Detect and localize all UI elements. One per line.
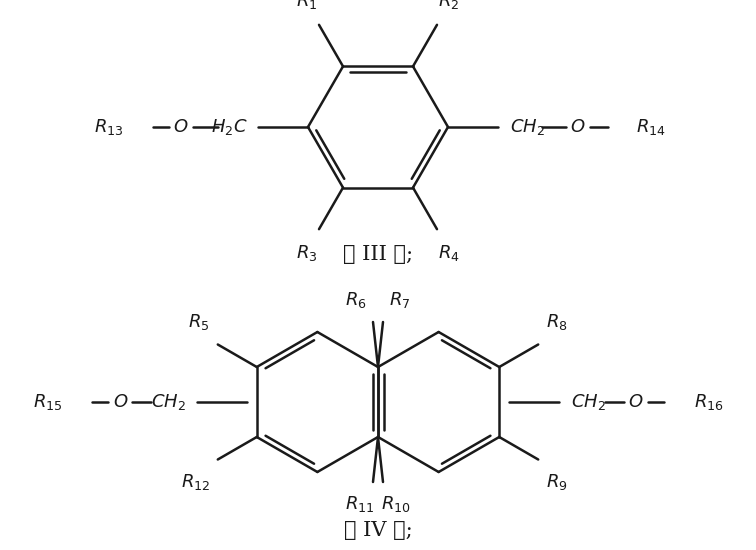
Text: $R_{7}$: $R_{7}$ (389, 290, 411, 310)
Text: $CH_2$: $CH_2$ (571, 392, 606, 412)
Text: $R_{8}$: $R_{8}$ (547, 312, 568, 333)
Text: $R_{10}$: $R_{10}$ (381, 494, 411, 514)
Text: $O$: $O$ (113, 393, 128, 411)
Text: （ IV ）;: （ IV ）; (344, 520, 412, 540)
Text: $R_{12}$: $R_{12}$ (181, 471, 209, 492)
Text: （ III ）;: （ III ）; (343, 245, 413, 265)
Text: $R_{6}$: $R_{6}$ (345, 290, 367, 310)
Text: $R_{11}$: $R_{11}$ (345, 494, 375, 514)
Text: $O$: $O$ (628, 393, 643, 411)
Text: $O$: $O$ (570, 118, 586, 136)
Text: $H_2C$: $H_2C$ (212, 117, 248, 137)
Text: $R_{16}$: $R_{16}$ (693, 392, 723, 412)
Text: $R_{14}$: $R_{14}$ (636, 117, 666, 137)
Text: $R_{5}$: $R_{5}$ (188, 312, 209, 333)
Text: $O$: $O$ (173, 118, 189, 136)
Text: $R_{13}$: $R_{13}$ (94, 117, 123, 137)
Text: $R_{3}$: $R_{3}$ (296, 243, 318, 263)
Text: $CH_2$: $CH_2$ (150, 392, 185, 412)
Text: $R_{1}$: $R_{1}$ (296, 0, 318, 11)
Text: $R_{2}$: $R_{2}$ (438, 0, 460, 11)
Text: $CH_2$: $CH_2$ (510, 117, 545, 137)
Text: $R_{9}$: $R_{9}$ (547, 471, 568, 492)
Text: $R_{4}$: $R_{4}$ (438, 243, 460, 263)
Text: $R_{15}$: $R_{15}$ (33, 392, 63, 412)
